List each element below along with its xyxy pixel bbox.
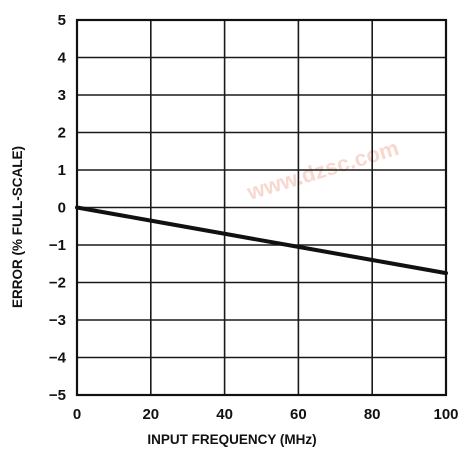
x-tick-label: 0	[73, 406, 81, 423]
y-tick-label: 2	[58, 125, 66, 142]
x-axis-label: INPUT FREQUENCY (MHz)	[147, 432, 316, 447]
x-tick-label: 80	[364, 406, 381, 423]
grid	[76, 19, 447, 396]
x-tick-label: 20	[142, 406, 159, 423]
x-tick-label: 100	[433, 406, 458, 423]
y-axis-label: ERROR (% FULL-SCALE)	[10, 146, 25, 308]
y-tick-label: −5	[49, 387, 66, 404]
series-group	[75, 205, 448, 276]
y-tick-label: −1	[49, 237, 66, 254]
y-tick-label: 5	[58, 12, 66, 29]
x-tick-label: 60	[290, 406, 307, 423]
y-tick-label: −3	[49, 312, 66, 329]
y-tick-label: 3	[58, 87, 66, 104]
series-line	[75, 205, 448, 276]
y-tick-label: 0	[58, 200, 66, 217]
y-tick-label: 4	[58, 50, 67, 67]
x-tick-label: 40	[216, 406, 233, 423]
y-tick-label: −4	[49, 350, 67, 367]
y-tick-label: 1	[58, 162, 66, 179]
y-tick-label: −2	[49, 275, 66, 292]
y-tick-labels: 5 4 3 2 1 0 −1 −2 −3 −4 −5	[49, 12, 67, 404]
x-tick-labels: 0 20 40 60 80 100	[73, 406, 459, 423]
